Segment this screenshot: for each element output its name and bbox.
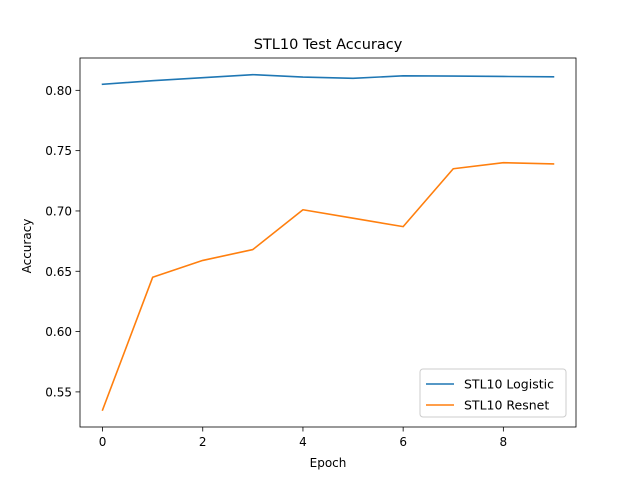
x-tick-label: 4: [299, 435, 307, 449]
x-tick-label: 8: [500, 435, 508, 449]
y-tick-label: 0.65: [45, 265, 72, 279]
axis-ticks: 0 2 4 6 8 0.55 0.60 0.65 0.70 0.75 0.80: [45, 84, 507, 449]
x-tick-label: 0: [99, 435, 107, 449]
x-tick-label: 6: [399, 435, 407, 449]
x-tick-label: 2: [199, 435, 207, 449]
y-tick-label: 0.60: [45, 325, 72, 339]
series-lines: [101, 73, 555, 412]
legend-label-1: STL10 Logistic: [464, 377, 554, 392]
legend: STL10 Logistic STL10 Resnet: [419, 368, 567, 418]
series-line-2: [101, 161, 555, 412]
plot-frame: [79, 57, 577, 428]
y-tick-label: 0.55: [45, 385, 72, 399]
y-tick-label: 0.75: [45, 144, 72, 158]
plot-area: [79, 57, 577, 428]
series-line-1: [101, 73, 555, 86]
y-axis-title: Accuracy: [20, 219, 34, 274]
y-tick-label: 0.80: [45, 84, 72, 98]
legend-box: [419, 368, 567, 418]
legend-label-2: STL10 Resnet: [464, 398, 549, 413]
y-tick-label: 0.70: [45, 204, 72, 218]
chart-title: STL10 Test Accuracy: [254, 37, 403, 53]
x-axis-title: Epoch: [310, 456, 347, 470]
